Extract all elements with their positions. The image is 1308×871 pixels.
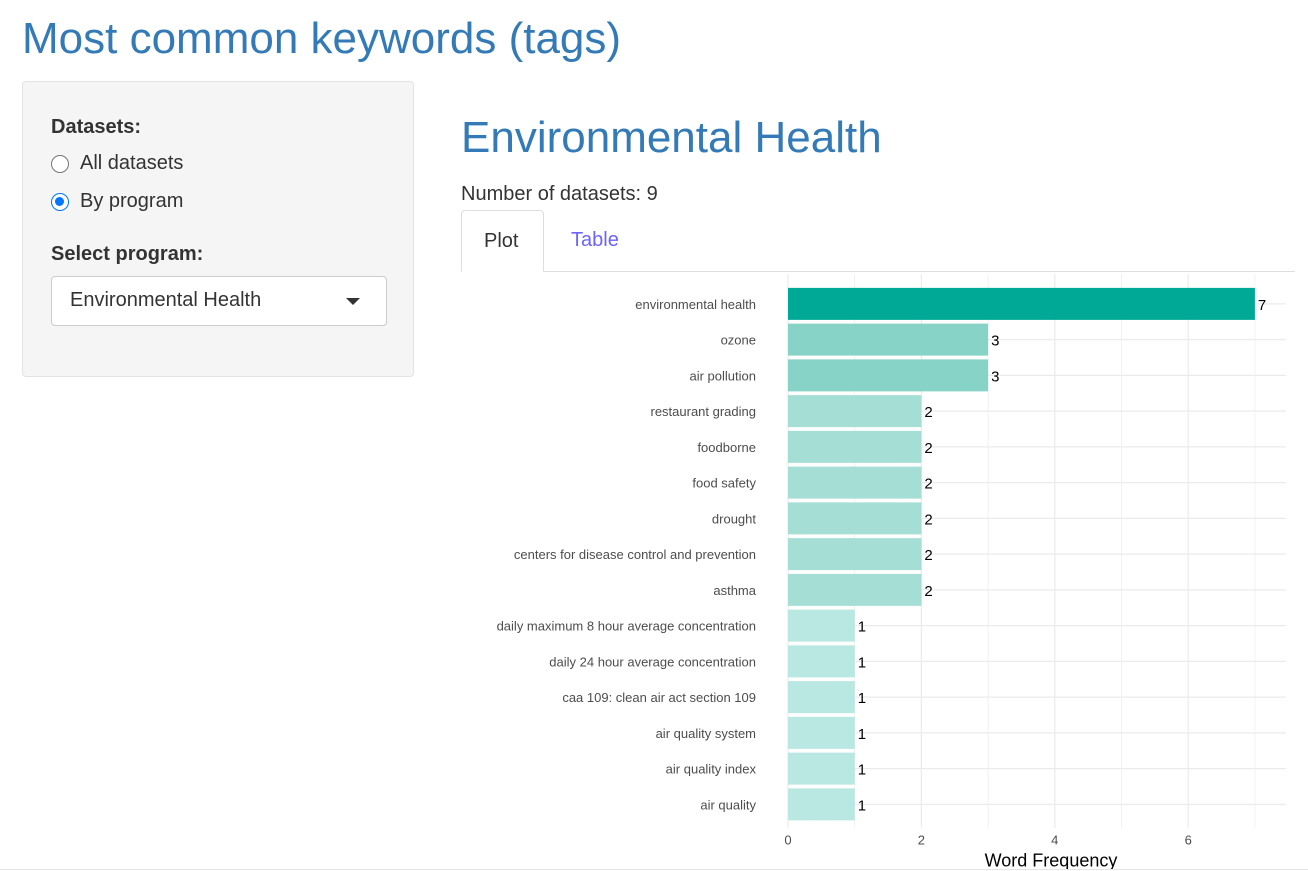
data-label: 7 (1258, 297, 1266, 314)
bar (788, 609, 855, 642)
category-label: ozone (721, 333, 756, 348)
dataset-count: Number of datasets: 9 (461, 183, 658, 205)
bar (788, 395, 922, 428)
radio-button-checked-icon[interactable] (51, 192, 69, 211)
bar (788, 430, 922, 463)
datasets-label: Datasets: (51, 116, 142, 138)
program-select[interactable]: Environmental Health (51, 276, 387, 326)
program-select-value: Environmental Health (70, 289, 262, 311)
data-label: 1 (858, 619, 866, 636)
category-label: daily maximum 8 hour average concentrati… (497, 619, 756, 634)
radio-by-program[interactable]: By program (51, 190, 183, 213)
caret-down-icon (346, 298, 360, 305)
page-title: Most common keywords (tags) (22, 14, 622, 63)
radio-all-datasets[interactable]: All datasets (51, 152, 183, 175)
keyword-frequency-chart: environmental health 7 ozone 3 air pollution… (497, 274, 1286, 869)
category-label: asthma (713, 583, 756, 598)
x-tick-label: 6 (1185, 832, 1192, 847)
category-label: food safety (692, 476, 756, 491)
data-label: 1 (858, 690, 866, 707)
category-label: air quality index (666, 762, 757, 777)
bar (788, 538, 922, 571)
category-label: air quality (700, 797, 756, 812)
bar (788, 716, 855, 749)
radio-label: By program (80, 190, 184, 212)
radio-button-icon[interactable] (51, 154, 69, 173)
data-label: 1 (858, 797, 866, 814)
data-label: 1 (858, 762, 866, 779)
data-label: 2 (924, 547, 932, 564)
x-tick-label: 4 (1051, 832, 1058, 847)
bar (788, 573, 922, 606)
category-label: restaurant grading (650, 404, 756, 419)
bar (788, 502, 922, 535)
data-label: 3 (991, 333, 999, 350)
tab-table[interactable]: Table (571, 229, 619, 251)
category-label: daily 24 hour average concentration (549, 654, 756, 669)
program-title: Environmental Health (461, 113, 882, 162)
sidebar-panel: Datasets: All datasets By program Select… (22, 81, 414, 377)
category-label: centers for disease control and preventi… (514, 547, 756, 562)
bar (788, 287, 1255, 320)
category-label: caa 109: clean air act section 109 (562, 690, 756, 705)
bar (788, 323, 989, 356)
tab-plot[interactable]: Plot (461, 210, 544, 272)
x-tick-label: 2 (918, 832, 925, 847)
bar (788, 466, 922, 499)
category-label: air pollution (690, 368, 757, 383)
data-label: 3 (991, 368, 999, 385)
bar (788, 752, 855, 785)
category-label: drought (712, 511, 756, 526)
data-label: 1 (858, 654, 866, 671)
bar (788, 359, 989, 392)
select-program-label: Select program: (51, 243, 204, 265)
data-label: 2 (924, 404, 932, 421)
category-label: environmental health (635, 297, 756, 312)
tab-bar: Plot Table (461, 210, 1295, 272)
bottom-divider (0, 869, 1308, 870)
data-label: 2 (924, 440, 932, 457)
category-label: foodborne (697, 440, 756, 455)
bar (788, 645, 855, 678)
data-label: 1 (858, 726, 866, 743)
category-label: air quality system (656, 726, 756, 741)
data-label: 2 (924, 476, 932, 493)
x-tick-label: 0 (784, 832, 791, 847)
data-label: 2 (924, 583, 932, 600)
bar (788, 681, 855, 714)
data-label: 2 (924, 511, 932, 528)
x-axis-title: Word Frequency (985, 850, 1118, 869)
radio-label: All datasets (80, 152, 184, 174)
bar (788, 788, 855, 821)
